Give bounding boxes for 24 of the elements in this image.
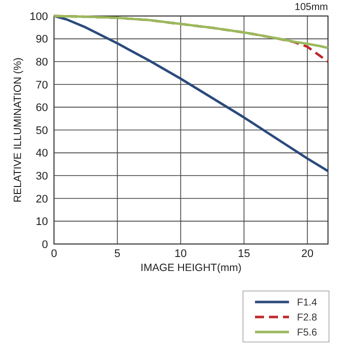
legend-label: F5.6 — [297, 328, 318, 338]
legend-label: F1.4 — [297, 298, 318, 308]
x-tick-label: 15 — [238, 248, 250, 260]
line-series — [52, 14, 330, 50]
y-tick-label: 100 — [30, 10, 48, 23]
y-axis-title: RELATIVE ILLUMINATION (%) — [12, 58, 24, 202]
y-tick-label: 80 — [36, 56, 48, 68]
y-tick-label: 10 — [36, 216, 48, 228]
y-tick-label: 60 — [36, 102, 48, 114]
x-axis-title: IMAGE HEIGHT(mm) — [140, 262, 242, 274]
x-tick-label: 10 — [174, 248, 187, 260]
y-tick-label: 0 — [42, 238, 48, 251]
legend-label: F2.8 — [297, 312, 318, 324]
y-tick-label: 20 — [36, 193, 48, 206]
y-tick-label: 30 — [36, 170, 48, 182]
y-tick-label: 70 — [36, 79, 48, 92]
x-tick-label: 20 — [301, 248, 314, 260]
line-series — [52, 14, 330, 172]
x-tick-label: 5 — [114, 248, 120, 260]
x-tick-label: 0 — [50, 248, 58, 260]
y-tick-label: 40 — [36, 148, 48, 160]
chart-title: 105mm — [294, 2, 328, 13]
y-tick-label: 90 — [36, 34, 48, 46]
y-tick-label: 50 — [36, 124, 48, 137]
